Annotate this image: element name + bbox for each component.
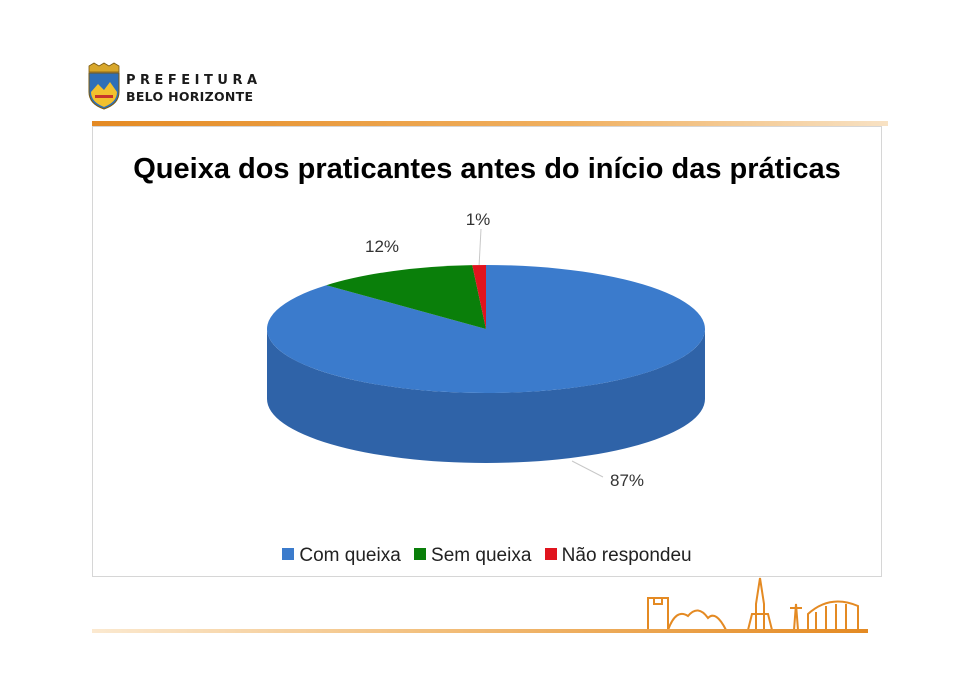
data-label-sem-queixa: 12% [365, 237, 399, 256]
legend-label-com-queixa: Com queixa [299, 545, 401, 566]
data-label-nao-respondeu: 1% [466, 210, 491, 229]
pie-slice-nao-respondeu [472, 265, 486, 329]
pie-side-com-queixa [267, 329, 705, 463]
legend-swatch-com-queixa [282, 548, 295, 560]
chart-legend: Com queixa Sem queixa Não respondeu [92, 545, 882, 567]
legend-item-com-queixa: Com queixa [282, 545, 401, 567]
logo-title: PREFEITURA [126, 73, 262, 88]
footer-divider [92, 629, 868, 633]
legend-item-nao-respondeu: Não respondeu [544, 545, 692, 567]
legend-item-sem-queixa: Sem queixa [414, 545, 531, 567]
city-crest-icon [88, 62, 120, 110]
legend-swatch-nao-respondeu [544, 548, 557, 560]
legend-swatch-sem-queixa [414, 548, 427, 560]
prefeitura-logo: PREFEITURA BELO HORIZONTE [86, 62, 257, 112]
legend-label-nao-respondeu: Não respondeu [561, 545, 692, 566]
legend-label-sem-queixa: Sem queixa [431, 545, 532, 566]
header-divider [92, 121, 888, 126]
chart-title: Queixa dos praticantes antes do início d… [133, 153, 841, 185]
pie-slice-sem-queixa [326, 265, 486, 329]
data-label-com-queixa: 87% [610, 471, 644, 490]
logo-subtitle: BELO HORIZONTE [126, 89, 254, 104]
leader-line-com-queixa [571, 460, 604, 478]
city-skyline-icon [647, 577, 859, 631]
leader-line-nao-respondeu [478, 228, 482, 266]
chart-frame [92, 126, 882, 577]
